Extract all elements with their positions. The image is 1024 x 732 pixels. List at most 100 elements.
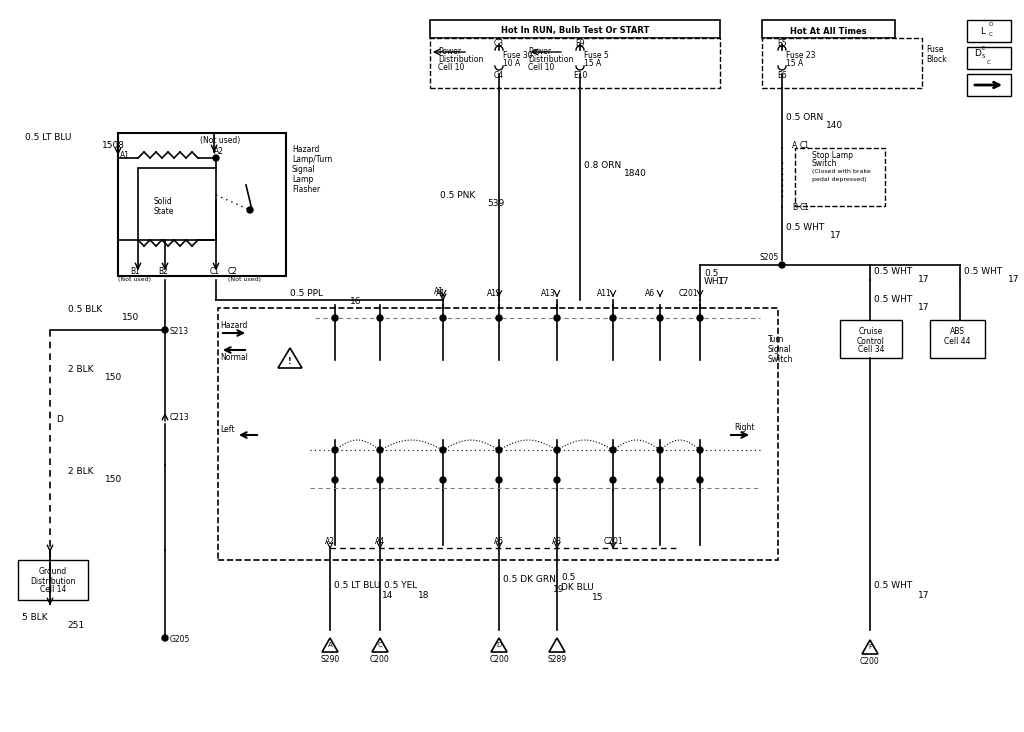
Text: 0.5 PPL: 0.5 PPL xyxy=(290,288,323,297)
Text: S: S xyxy=(982,53,985,59)
Text: 150: 150 xyxy=(105,476,122,485)
Circle shape xyxy=(496,315,502,321)
Text: 15: 15 xyxy=(592,594,603,602)
Text: Hot At All Times: Hot At All Times xyxy=(790,26,866,35)
Text: S290: S290 xyxy=(321,655,340,665)
Circle shape xyxy=(610,477,616,483)
Text: 14: 14 xyxy=(382,591,393,600)
Text: 150: 150 xyxy=(105,373,122,383)
Text: 0.8 ORN: 0.8 ORN xyxy=(584,160,622,170)
Text: Power: Power xyxy=(528,48,551,56)
Text: C1: C1 xyxy=(800,141,810,149)
Text: !: ! xyxy=(288,356,292,365)
Text: A: A xyxy=(328,642,333,648)
Text: Distribution: Distribution xyxy=(438,56,483,64)
Circle shape xyxy=(554,477,560,483)
Text: Block: Block xyxy=(926,56,946,64)
Text: Left: Left xyxy=(220,425,234,435)
Text: D: D xyxy=(56,416,62,425)
Text: 15 A: 15 A xyxy=(584,59,601,69)
Bar xyxy=(967,47,1011,69)
Text: Normal: Normal xyxy=(220,354,248,362)
Text: (Closed with brake: (Closed with brake xyxy=(812,168,870,173)
Text: 0.5 WHT: 0.5 WHT xyxy=(874,296,912,305)
Text: C1: C1 xyxy=(800,203,810,212)
Text: 10 A: 10 A xyxy=(503,59,520,69)
Text: Lamp/Turn: Lamp/Turn xyxy=(292,155,332,165)
Text: 0.5 LT BLU: 0.5 LT BLU xyxy=(334,580,380,589)
Text: 539: 539 xyxy=(487,198,504,207)
Text: 251: 251 xyxy=(67,621,84,630)
Text: 15 A: 15 A xyxy=(786,59,803,69)
Text: A11: A11 xyxy=(597,289,611,299)
Text: Hazard: Hazard xyxy=(292,146,319,154)
Text: Fuse 23: Fuse 23 xyxy=(786,51,815,61)
Text: S205: S205 xyxy=(760,253,779,263)
Text: Cruise: Cruise xyxy=(859,327,883,337)
Text: Distribution: Distribution xyxy=(528,56,573,64)
Circle shape xyxy=(697,315,703,321)
Text: Switch: Switch xyxy=(768,356,794,365)
Text: A: A xyxy=(792,141,798,149)
Circle shape xyxy=(213,155,219,161)
Circle shape xyxy=(697,477,703,483)
Text: 0.5 WHT: 0.5 WHT xyxy=(874,267,912,277)
Text: A2: A2 xyxy=(325,537,335,545)
Text: Hazard: Hazard xyxy=(220,321,248,329)
Text: C200: C200 xyxy=(860,657,880,667)
Circle shape xyxy=(247,207,253,213)
Text: 0.5: 0.5 xyxy=(561,573,575,583)
Text: C213: C213 xyxy=(170,414,189,422)
Bar xyxy=(840,320,902,358)
Text: Hot In RUN, Bulb Test Or START: Hot In RUN, Bulb Test Or START xyxy=(501,26,649,35)
Text: O: O xyxy=(989,23,993,28)
Text: Distribution: Distribution xyxy=(31,577,76,586)
Text: DK BLU: DK BLU xyxy=(561,583,594,592)
Text: F: F xyxy=(868,644,872,650)
Text: 1840: 1840 xyxy=(624,168,647,177)
Circle shape xyxy=(332,447,338,453)
Text: 2 BLK: 2 BLK xyxy=(68,365,93,375)
Text: Cell 34: Cell 34 xyxy=(858,346,885,354)
Text: 0.5 WHT: 0.5 WHT xyxy=(874,580,912,589)
Bar xyxy=(138,168,216,240)
Text: Power: Power xyxy=(438,48,461,56)
Circle shape xyxy=(697,447,703,453)
Text: Ground: Ground xyxy=(39,567,68,577)
Text: Turn: Turn xyxy=(768,335,784,345)
Text: C200: C200 xyxy=(489,655,509,665)
Bar xyxy=(762,20,895,38)
Text: A2: A2 xyxy=(214,148,224,157)
Circle shape xyxy=(377,477,383,483)
Circle shape xyxy=(554,315,560,321)
Bar xyxy=(218,308,778,560)
Text: Flasher: Flasher xyxy=(292,185,321,195)
Bar xyxy=(967,20,1011,42)
Text: 0.5 LT BLU: 0.5 LT BLU xyxy=(25,133,72,143)
Bar xyxy=(762,38,922,88)
Text: C1: C1 xyxy=(210,267,220,277)
Circle shape xyxy=(496,477,502,483)
Text: 17: 17 xyxy=(718,277,729,285)
Text: E: E xyxy=(982,47,985,51)
Text: 0.5 BLK: 0.5 BLK xyxy=(68,305,102,315)
Circle shape xyxy=(657,447,663,453)
Circle shape xyxy=(332,315,338,321)
Text: C3: C3 xyxy=(494,40,504,48)
Text: Signal: Signal xyxy=(768,346,792,354)
Text: A1: A1 xyxy=(120,151,130,160)
Text: C201: C201 xyxy=(603,537,623,545)
Circle shape xyxy=(554,447,560,453)
Bar xyxy=(430,38,720,88)
Text: 140: 140 xyxy=(826,122,843,130)
Circle shape xyxy=(657,477,663,483)
Circle shape xyxy=(162,327,168,333)
Text: D: D xyxy=(974,48,981,58)
Text: 17: 17 xyxy=(1008,275,1020,285)
Circle shape xyxy=(440,477,446,483)
Text: pedal depressed): pedal depressed) xyxy=(812,176,866,182)
Text: Fuse 5: Fuse 5 xyxy=(584,51,608,61)
Text: Lamp: Lamp xyxy=(292,176,313,184)
Text: 150: 150 xyxy=(122,313,139,323)
Text: Cell 10: Cell 10 xyxy=(528,64,554,72)
